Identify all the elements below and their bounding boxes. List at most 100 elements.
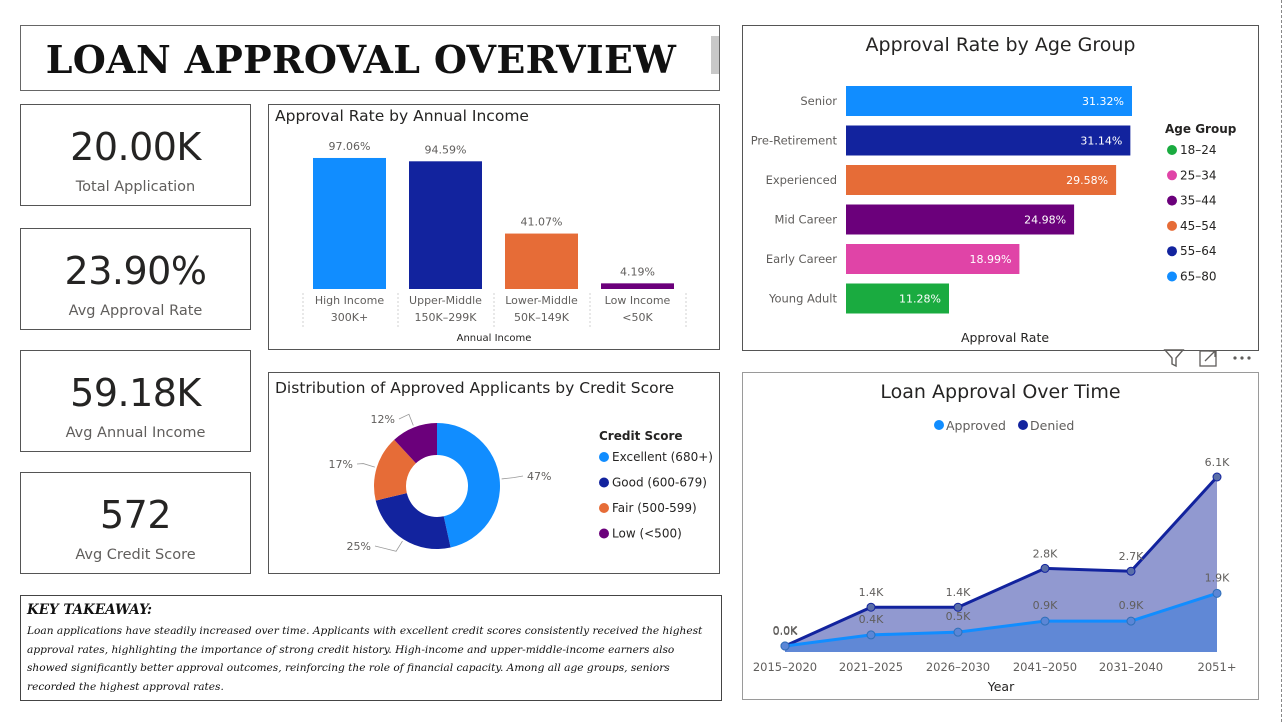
kpi-value: 20.00K <box>70 125 201 169</box>
kpi-label: Avg Approval Rate <box>68 303 203 319</box>
credit-slice-data-label: 25% <box>347 540 371 553</box>
age-legend-item: 35–44 <box>1180 194 1217 208</box>
income-bar <box>409 161 482 289</box>
time-tick-label: 2031–2040 <box>1099 660 1163 674</box>
page-title: LOAN APPROVAL OVERVIEW <box>45 37 677 82</box>
age-legend-marker <box>1167 195 1177 206</box>
age-bar <box>846 244 1020 274</box>
time-tick-label: 2051+ <box>1198 660 1237 674</box>
age-tick-label: Early Career <box>766 252 837 266</box>
denied-point <box>866 602 876 612</box>
age-legend-marker <box>1167 145 1177 155</box>
more-options-icon[interactable] <box>1233 356 1251 360</box>
age-bar <box>846 204 1075 235</box>
kpi-card-total-application: 20.00K Total Application <box>20 104 251 206</box>
age-bar-data-label: 29.58% <box>1066 174 1108 187</box>
denied-data-label: 1.4K <box>859 586 884 599</box>
income-bar-data-label: 41.07% <box>521 216 563 229</box>
approved-data-label: 0.9K <box>1033 599 1058 612</box>
income-bar-data-label: 94.59% <box>425 143 467 156</box>
time-legend-item: Approved <box>946 418 1006 433</box>
denied-point <box>953 602 963 612</box>
income-tick-label: Low Income <box>605 294 671 307</box>
age-legend-marker <box>1167 220 1177 231</box>
approved-point <box>866 630 876 640</box>
age-legend-item: 65–80 <box>1180 270 1217 284</box>
time-chart-panel[interactable]: Loan Approval Over Time Approved Denied 0.… <box>742 372 1259 700</box>
denied-data-label: 2.7K <box>1119 550 1144 563</box>
age-legend-item: 25–34 <box>1180 168 1217 182</box>
age-bar <box>846 283 950 314</box>
age-legend-item: 55–64 <box>1180 244 1217 258</box>
time-chart: Approved Denied 0.0K 1.4K 1.4K 2.8K 2.7K 6.1K 0.… <box>753 418 1237 694</box>
age-bar <box>846 165 1117 195</box>
time-legend-marker <box>934 420 944 430</box>
credit-chart: 47% 25% 17% 12% Credit Score Excellent (680+)… <box>329 413 713 553</box>
age-chart-panel[interactable]: Approval Rate by Age Group 31.32% Senior 3… <box>742 25 1259 351</box>
income-chart-title: Approval Rate by Annual Income <box>275 107 529 125</box>
time-legend-marker <box>1018 420 1028 430</box>
income-bar-data-label: 97.06% <box>329 140 371 153</box>
focus-mode-icon[interactable] <box>1199 350 1217 367</box>
income-tick-label: 300K+ <box>331 311 368 324</box>
age-tick-label: Mid Career <box>774 213 837 227</box>
income-tick-label: <50K <box>622 311 653 324</box>
age-legend-title: Age Group <box>1165 122 1237 136</box>
kpi-value: 23.90% <box>64 249 207 293</box>
credit-legend-item: Good (600-679) <box>612 476 707 490</box>
credit-chart-panel[interactable]: Distribution of Approved Applicants by C… <box>268 372 720 574</box>
income-tick-label: High Income <box>315 294 384 307</box>
canvas-edge <box>1281 0 1282 722</box>
credit-leader-line <box>501 475 524 480</box>
title-scrollbar[interactable] <box>711 36 719 74</box>
income-chart-panel[interactable]: Approval Rate by Annual Income 97.06% Hig… <box>268 104 720 350</box>
age-legend-marker <box>1167 271 1177 282</box>
kpi-card-avg-credit-score: 572 Avg Credit Score <box>20 472 251 574</box>
credit-slice-data-label: 12% <box>371 413 395 426</box>
age-bar <box>846 125 1131 156</box>
approved-point <box>1040 616 1050 626</box>
visual-header-icons <box>1163 347 1258 369</box>
age-legend-item: 18–24 <box>1180 143 1217 157</box>
approved-data-label: 0.4K <box>859 613 884 626</box>
income-chart: 97.06% High Income 300K+ 94.59% Upper-Middle… <box>302 140 687 344</box>
income-bar <box>505 233 578 289</box>
credit-slice <box>437 423 500 548</box>
time-tick-label: 2026–2030 <box>926 660 990 674</box>
time-tick-label: 2041–2050 <box>1013 660 1077 674</box>
age-tick-label: Senior <box>800 94 837 108</box>
denied-data-label: 2.8K <box>1033 547 1058 560</box>
age-chart: 31.32% Senior 31.14% Pre-Retirement 29.58% Ex… <box>751 86 1237 345</box>
approved-point <box>953 627 963 637</box>
age-legend-marker <box>1167 170 1177 181</box>
income-bar <box>601 283 674 289</box>
key-takeaway-title: KEY TAKEAWAY: <box>27 602 153 618</box>
denied-point <box>1126 566 1136 576</box>
age-x-axis-title: Approval Rate <box>961 330 1049 345</box>
approved-point <box>1126 616 1136 626</box>
time-chart-title: Loan Approval Over Time <box>880 381 1121 403</box>
denied-point <box>1040 563 1050 573</box>
credit-legend-item: Low (<500) <box>612 527 682 541</box>
denied-point <box>1212 472 1222 482</box>
approved-data-label: 1.9K <box>1205 571 1230 584</box>
age-bar-data-label: 24.98% <box>1024 214 1066 227</box>
income-bar-data-label: 4.19% <box>620 265 655 278</box>
credit-leader-line <box>356 463 375 468</box>
credit-legend-item: Fair (500-599) <box>612 501 697 515</box>
kpi-label: Total Application <box>75 179 196 195</box>
credit-leader-line <box>398 413 414 426</box>
income-x-axis-title: Annual Income <box>457 333 532 344</box>
kpi-card-avg-annual-income: 59.18K Avg Annual Income <box>20 350 251 452</box>
title-box: LOAN APPROVAL OVERVIEW <box>20 25 720 91</box>
credit-leader-line <box>374 540 403 552</box>
key-takeaway-body: Loan applications have steadily increase… <box>27 625 703 693</box>
credit-legend-title: Credit Score <box>599 429 683 443</box>
income-tick-label: Upper-Middle <box>409 294 482 307</box>
age-tick-label: Young Adult <box>768 292 838 306</box>
credit-slice-data-label: 17% <box>329 458 353 471</box>
approved-area <box>785 593 1217 652</box>
kpi-label: Avg Annual Income <box>65 425 206 441</box>
income-bar <box>313 157 386 289</box>
filter-icon[interactable] <box>1163 349 1185 368</box>
